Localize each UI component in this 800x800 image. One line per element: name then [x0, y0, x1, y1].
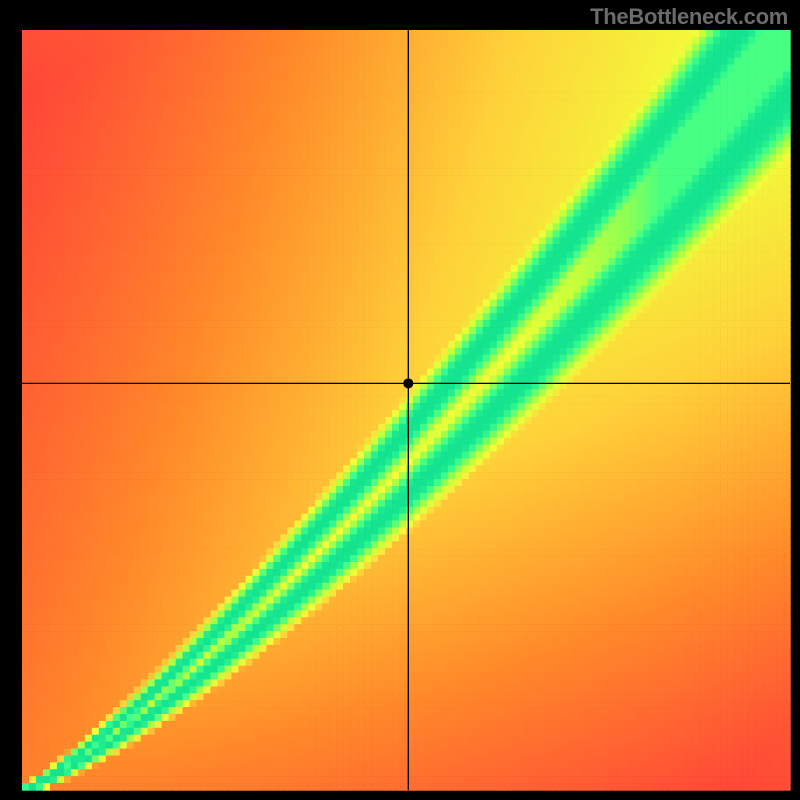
- chart-container: { "type": "heatmap", "canvas": { "width"…: [0, 0, 800, 800]
- bottleneck-heatmap: [0, 0, 800, 800]
- watermark-text: TheBottleneck.com: [590, 4, 788, 30]
